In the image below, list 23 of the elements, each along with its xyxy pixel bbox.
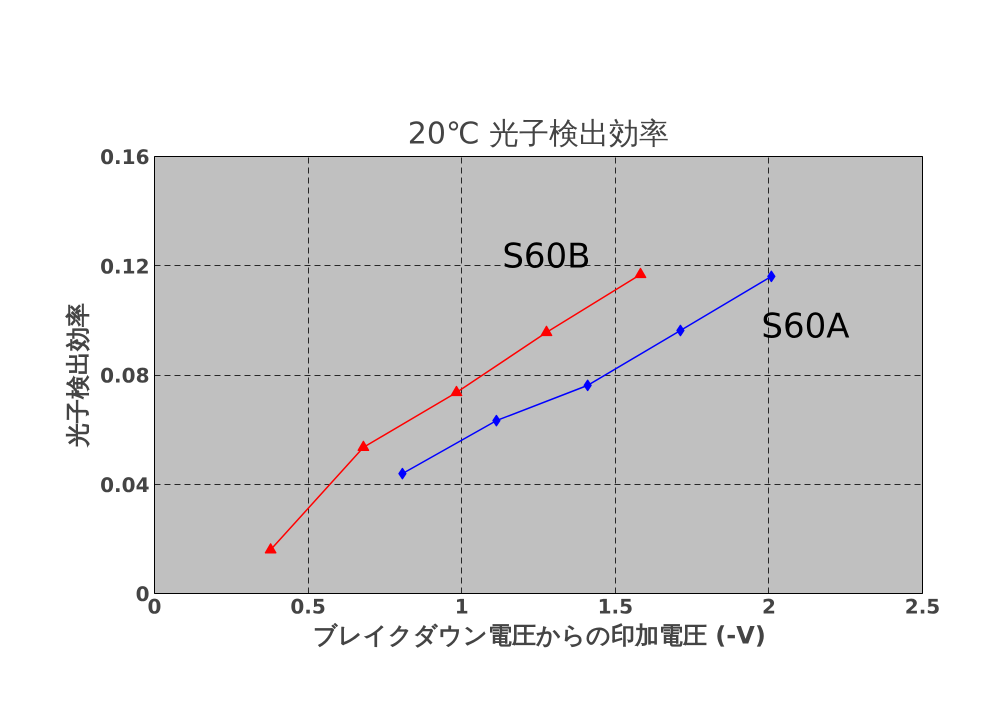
series-label: S60A — [761, 306, 850, 346]
y-tick-label: 0.12 — [100, 254, 150, 278]
x-tick-label: 2 — [762, 594, 776, 618]
x-tick-label: 1.5 — [598, 594, 634, 618]
point — [492, 414, 501, 427]
y-tick-label: 0.16 — [100, 145, 150, 169]
x-tick-label: 1 — [454, 594, 469, 618]
point — [634, 268, 646, 278]
x-tick-label: 2.5 — [904, 594, 940, 618]
point — [583, 379, 592, 392]
y-axis-title: 光子検出効率 — [64, 303, 92, 448]
y-tick-label: 0.04 — [100, 472, 150, 497]
y-tick-label: 0.08 — [100, 364, 150, 388]
chart-title: 20℃ 光子検出効率 — [408, 116, 670, 152]
point — [450, 386, 462, 396]
point — [767, 270, 776, 282]
point — [357, 440, 370, 452]
point — [540, 326, 552, 336]
point — [264, 542, 277, 554]
x-axis-title: ブレイクダウン電圧からの印加電圧 (-V) — [312, 622, 766, 650]
x-tick-label: 0.5 — [290, 594, 326, 618]
point — [676, 324, 685, 336]
point — [398, 468, 407, 480]
